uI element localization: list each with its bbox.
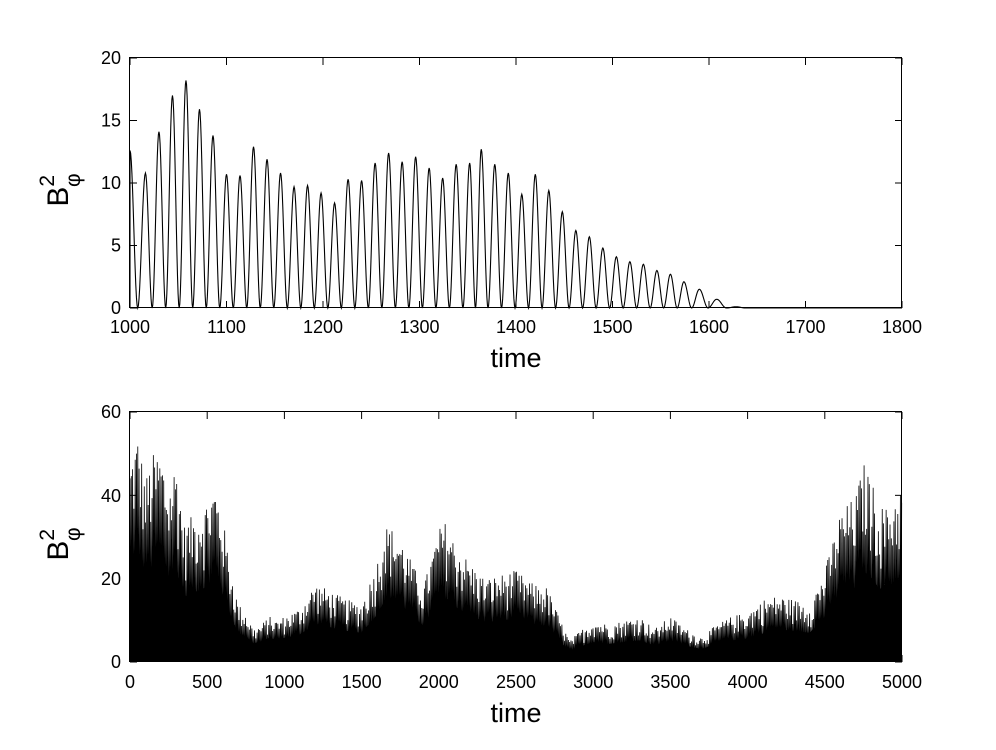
bottom-x-tick-label: 1000 [264,672,304,692]
top-x-tick-label: 1700 [785,317,825,337]
top-x-tick-label: 1600 [689,317,729,337]
svg-text:B2φ: B2 φ [36,173,85,206]
bottom-x-tick-label: 2000 [419,672,459,692]
top-y-label-superscript: 2 [36,175,59,187]
svg-text:B2φ: B2 φ [36,527,85,560]
bottom-panel: 0 500 1000 1500 2000 2500 3000 3500 4000… [36,402,922,728]
top-tick-marks [129,57,903,309]
bottom-y-tick-label: 20 [101,569,121,589]
bottom-x-axis-label: time [490,698,541,728]
bottom-y-tick-label: 40 [101,486,121,506]
top-x-tick-labels: 1000 1100 1200 1300 1400 1500 1600 1700 … [110,317,922,337]
top-x-tick-label: 1000 [110,317,150,337]
bottom-y-label-superscript: 2 [36,529,59,541]
top-y-label-base: B [42,187,75,207]
top-x-axis-label: time [490,343,541,373]
top-series-line [129,80,902,311]
bottom-x-tick-label: 5000 [882,672,922,692]
bottom-x-tick-label: 0 [125,672,135,692]
top-x-tick-label: 1200 [303,317,343,337]
top-y-tick-labels: 0 5 10 15 20 [101,48,121,318]
top-y-tick-label: 5 [111,236,121,256]
top-x-tick-label: 1800 [882,317,922,337]
bottom-x-tick-label: 4000 [728,672,768,692]
top-y-tick-label: 15 [101,111,121,131]
top-y-tick-label: 20 [101,48,121,68]
bottom-y-tick-label: 0 [111,652,121,672]
top-y-axis-label: B2 φ [36,173,85,206]
bottom-x-tick-label: 3500 [650,672,690,692]
top-y-tick-label: 0 [111,298,121,318]
bottom-y-label-subscript: φ [62,527,85,541]
bottom-y-tick-labels: 0 20 40 60 [101,402,121,672]
bottom-x-tick-label: 4500 [805,672,845,692]
top-x-tick-label: 1300 [399,317,439,337]
top-panel: 1000 1100 1200 1300 1400 1500 1600 1700 … [36,48,922,373]
bottom-tick-marks [129,411,903,663]
top-x-tick-label: 1400 [496,317,536,337]
top-plot-frame [129,57,902,308]
bottom-x-tick-labels: 0 500 1000 1500 2000 2500 3000 3500 4000… [125,672,922,692]
top-x-tick-label: 1500 [592,317,632,337]
bottom-x-tick-label: 3000 [573,672,613,692]
top-x-tick-label: 1100 [207,317,246,337]
bottom-x-tick-label: 500 [192,672,222,692]
top-y-label-subscript: φ [62,173,85,187]
top-y-tick-label: 10 [101,173,121,193]
bottom-y-label-base: B [42,541,75,561]
bottom-y-tick-label: 60 [101,402,121,422]
bottom-y-axis-label: B2 φ [36,527,85,560]
bottom-x-tick-label: 2500 [496,672,536,692]
bottom-x-tick-label: 1500 [342,672,382,692]
